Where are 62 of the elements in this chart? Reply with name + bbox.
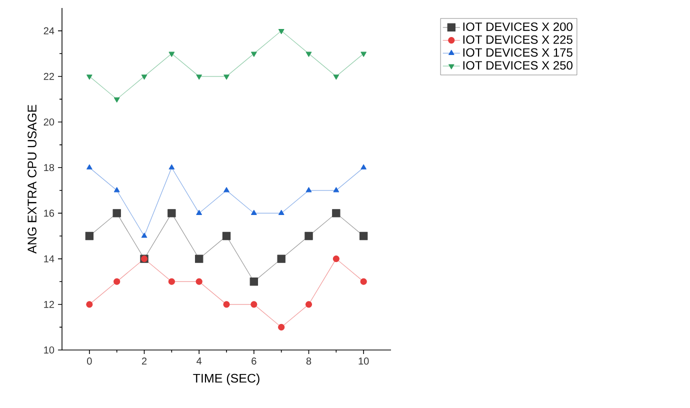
x-tick-label: 6 [252,358,256,365]
point [86,164,92,170]
point [222,232,231,240]
point [223,301,230,308]
y-tick-label: 18 [44,164,54,172]
point [306,187,312,192]
point [359,232,368,240]
point [114,97,120,102]
point [278,324,285,330]
point [360,52,366,57]
point [114,187,120,192]
point [306,52,312,57]
y-tick-label: 10 [44,346,54,354]
point [141,74,148,80]
x-tick-label: 4 [196,358,202,364]
point [112,209,121,218]
x-tick-label: 8 [306,358,312,365]
point [304,232,313,240]
y-tick-label: 24 [44,27,54,34]
point [305,301,312,308]
point [277,254,286,263]
point [250,278,258,286]
point [114,278,120,285]
point [86,301,93,308]
point [196,278,202,285]
point [278,210,284,215]
point [251,210,257,215]
legend-label: IOT DEVICES X 250 [463,61,572,70]
y-tick-label: 12 [44,300,54,308]
y-tick-label: 22 [44,72,54,80]
legend-label: IOT DEVICES X 175 [463,48,572,57]
point [224,74,230,80]
point [251,52,257,57]
y-tick-label: 20 [44,118,54,126]
point [168,52,175,57]
x-tick-label: 2 [142,358,147,365]
point [141,232,148,238]
point [360,278,367,285]
point [224,187,230,192]
point [196,210,202,215]
point [360,164,366,170]
y-axis-title: ANG EXTRA CPU USAGE [28,104,36,254]
y-tick-label: 16 [44,210,54,217]
point [86,74,92,80]
point [250,301,258,308]
point [332,209,340,218]
x-tick-label: 0 [87,358,92,365]
point [168,209,176,218]
point [194,254,204,263]
point [85,232,94,240]
y-tick-label: 14 [44,255,54,262]
x-tick-label: 10 [358,358,369,365]
point [196,74,202,80]
x-axis-title: TIME (SEC) [193,373,260,386]
point [333,187,340,192]
point [168,164,175,170]
legend-label: IOT DEVICES X 200 [463,22,572,31]
point [278,29,284,34]
point [333,74,340,80]
point [332,256,340,262]
legend-label: IOT DEVICES X 225 [463,35,572,44]
point [168,278,175,285]
